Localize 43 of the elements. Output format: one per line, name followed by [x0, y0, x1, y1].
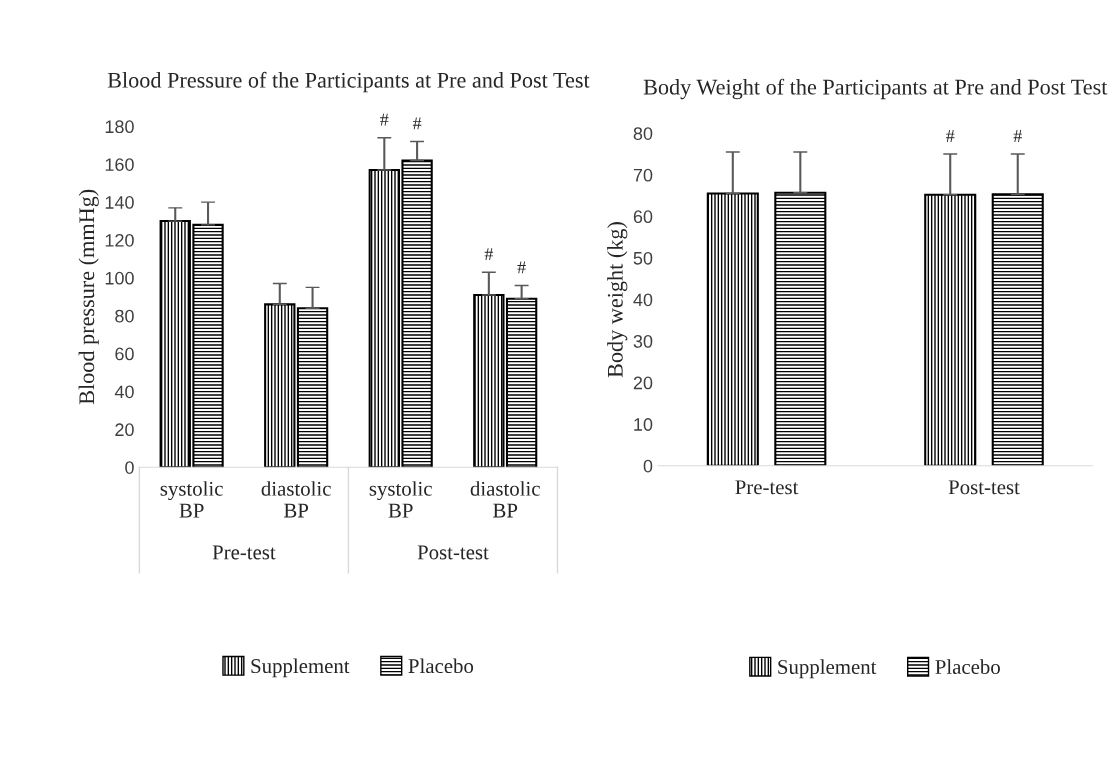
y-tick-label: 40: [633, 293, 653, 307]
x-tick-label: systolic BP: [160, 481, 223, 518]
data-label: #: [517, 261, 526, 274]
y-tick-label: 160: [105, 158, 134, 171]
x-tick-label: Post-test: [948, 480, 1020, 495]
x-tick-label: Pre-test: [735, 480, 799, 495]
legend-label: Placebo: [408, 658, 474, 674]
y-tick-label: 140: [105, 196, 134, 209]
legend-label: Supplement: [251, 658, 350, 678]
data-label: #: [1013, 130, 1022, 142]
legend-label: Placebo: [935, 659, 1000, 675]
chart-title: Body Weight of the Participants at Pre and Post Test: [643, 78, 1108, 100]
y-axis-title: Blood pressure (mmHg): [78, 189, 99, 405]
y-tick-label: 50: [633, 251, 653, 265]
legend-label: Supplement: [778, 659, 877, 679]
bar: [264, 303, 296, 468]
data-label: #: [412, 117, 422, 130]
bar: [296, 307, 329, 468]
y-tick-label: 30: [633, 335, 653, 348]
chart-title: Blood Pressure of the Participants at Pre and Post Test: [107, 71, 590, 93]
y-tick-label: 20: [633, 376, 653, 390]
x-tick-label: systolic BP: [369, 481, 432, 518]
y-tick-label: 0: [643, 459, 653, 473]
y-tick-label: 80: [115, 309, 134, 323]
y-tick-label: 100: [105, 271, 134, 285]
y-tick-label: 180: [105, 120, 134, 134]
y-axis-title: Body weight (kg): [607, 222, 628, 378]
x-tick-label: diastolic BP: [261, 481, 331, 518]
data-label: #: [484, 248, 494, 261]
y-tick-label: 0: [125, 461, 134, 474]
data-label: #: [380, 113, 389, 126]
data-label: #: [946, 130, 955, 142]
y-tick-label: 10: [634, 418, 653, 431]
text: Pre-test: [212, 545, 276, 560]
y-tick-label: 70: [633, 168, 653, 182]
y-tick-label: 60: [633, 210, 653, 224]
y-tick-label: 60: [115, 347, 134, 361]
y-tick-label: 40: [114, 385, 134, 399]
x-tick-label: diastolic BP: [470, 481, 540, 518]
y-tick-label: 20: [115, 423, 134, 437]
text: Post-test: [417, 545, 489, 560]
y-tick-label: 120: [105, 233, 134, 247]
y-tick-label: 80: [633, 127, 653, 140]
